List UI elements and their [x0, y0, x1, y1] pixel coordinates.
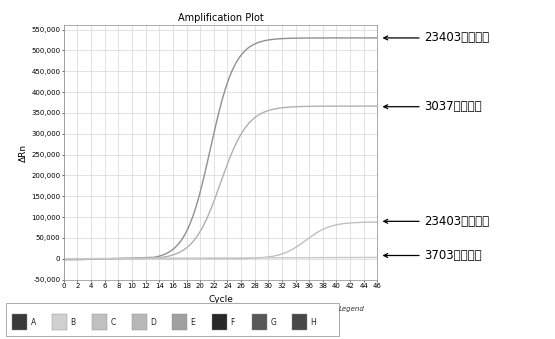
Text: C: C [110, 318, 115, 326]
FancyBboxPatch shape [252, 314, 267, 330]
Title: Amplification Plot: Amplification Plot [178, 13, 264, 23]
FancyBboxPatch shape [132, 314, 147, 330]
FancyBboxPatch shape [172, 314, 187, 330]
FancyBboxPatch shape [212, 314, 227, 330]
Text: B: B [70, 318, 75, 326]
Text: E: E [190, 318, 195, 326]
FancyBboxPatch shape [12, 314, 27, 330]
Bar [6, 303, 339, 336]
Text: 23403阳性对照: 23403阳性对照 [425, 32, 490, 44]
Text: Legend: Legend [339, 306, 365, 312]
Text: 3703阴性对照: 3703阴性对照 [425, 249, 482, 262]
Text: 23403阴性对照: 23403阴性对照 [425, 215, 490, 228]
Y-axis label: ΔRn: ΔRn [19, 143, 28, 162]
Text: D: D [150, 318, 157, 326]
Text: G: G [270, 318, 276, 326]
FancyBboxPatch shape [292, 314, 307, 330]
FancyBboxPatch shape [52, 314, 67, 330]
X-axis label: Cycle: Cycle [208, 295, 233, 304]
Text: F: F [230, 318, 235, 326]
Text: H: H [310, 318, 316, 326]
Text: A: A [31, 318, 36, 326]
FancyBboxPatch shape [92, 314, 107, 330]
Text: 3037阳性对照: 3037阳性对照 [425, 100, 482, 113]
